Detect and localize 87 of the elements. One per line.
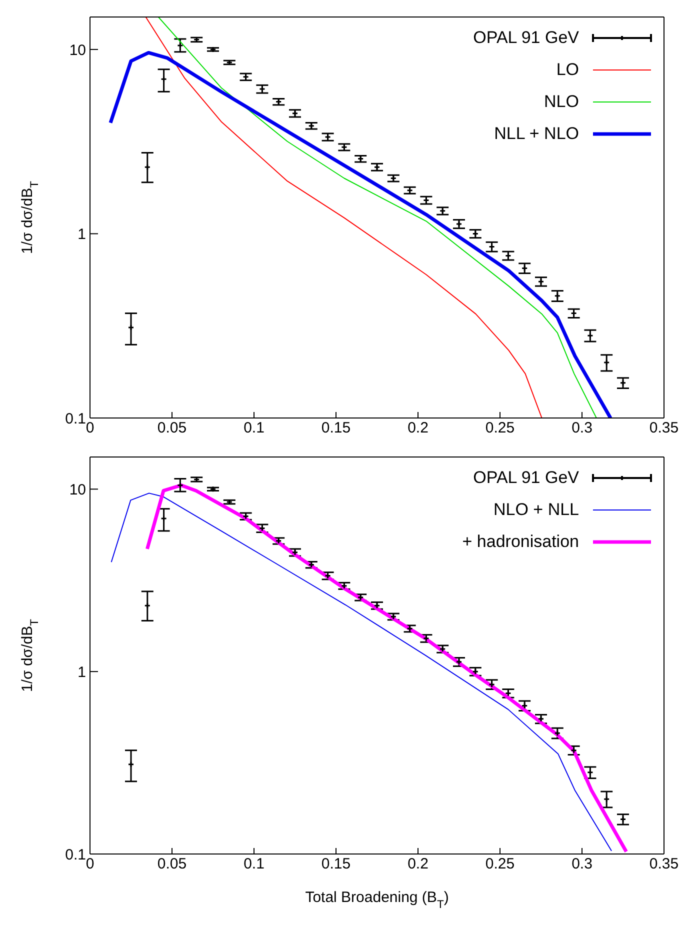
point — [374, 164, 380, 170]
point — [488, 243, 496, 250]
point — [586, 332, 594, 339]
y-tick-label: 1 — [78, 226, 86, 244]
x-tick-label: 0.35 — [649, 420, 679, 437]
y-tick-label: 10 — [69, 481, 86, 498]
point — [210, 486, 216, 492]
legend-label: NLL + NLO — [494, 124, 579, 144]
point — [603, 359, 610, 366]
x-axis-title: Total Broadening (B$_{T}$) — [305, 889, 449, 911]
point — [554, 730, 561, 736]
point — [242, 74, 250, 80]
point — [439, 208, 446, 214]
point — [324, 134, 332, 140]
point — [603, 796, 610, 802]
legend-label: NLO — [544, 92, 579, 112]
point — [176, 42, 184, 49]
point — [210, 46, 216, 53]
x-tick-label: 0 — [86, 420, 94, 437]
x-tick-label: 0.3 — [572, 420, 592, 437]
point — [521, 702, 528, 709]
x-tick-label: 0 — [86, 856, 94, 873]
x-tick-label: 0.05 — [157, 856, 187, 873]
x-tick-label: 0.1 — [244, 856, 264, 873]
x-tick-label: 0.2 — [408, 420, 428, 437]
point — [390, 613, 397, 620]
point — [258, 525, 266, 532]
point — [390, 175, 397, 182]
point — [357, 156, 364, 162]
legend-label: OPAL 91 GeV — [473, 468, 579, 488]
point — [160, 515, 168, 522]
point — [488, 681, 496, 688]
point — [570, 747, 578, 754]
point — [538, 278, 544, 285]
point — [504, 690, 512, 697]
point — [258, 86, 266, 92]
y-tick-label: 10 — [69, 42, 86, 59]
point — [570, 310, 578, 317]
point — [357, 594, 364, 601]
x-tick-label: 0.25 — [485, 856, 515, 873]
point — [292, 549, 298, 556]
point — [620, 816, 626, 823]
point — [374, 602, 380, 609]
point — [439, 646, 446, 652]
point — [554, 292, 561, 300]
legend-label: LO — [556, 60, 579, 80]
point — [292, 110, 298, 117]
x-tick-label: 0.15 — [321, 856, 351, 873]
point — [456, 658, 462, 666]
point — [422, 196, 430, 204]
legend-label: OPAL 91 GeV — [473, 28, 579, 48]
line-series — [108, 50, 612, 418]
point — [406, 625, 414, 632]
x-tick-label: 0.05 — [157, 420, 187, 437]
point — [504, 252, 512, 259]
point — [176, 482, 184, 489]
point — [308, 122, 315, 130]
point — [472, 668, 479, 675]
point — [620, 380, 626, 386]
point — [406, 187, 414, 194]
point — [586, 769, 594, 776]
point — [422, 635, 430, 642]
point — [308, 562, 315, 568]
point — [472, 230, 479, 237]
x-tick-label: 0.3 — [572, 856, 592, 873]
x-tick-label: 0.35 — [649, 856, 679, 873]
point — [275, 98, 282, 106]
legend-label: + hadronisation — [462, 532, 579, 552]
point — [144, 602, 151, 609]
x-tick-label: 0.25 — [485, 420, 515, 437]
point — [128, 761, 134, 768]
x-tick-label: 0.1 — [244, 420, 264, 437]
x-tick-label: 0.2 — [408, 856, 428, 873]
point — [160, 76, 168, 82]
point — [538, 716, 544, 722]
y-tick-label: 1 — [78, 664, 86, 681]
point — [340, 582, 348, 590]
point — [144, 164, 151, 170]
point — [242, 513, 250, 520]
point — [324, 572, 332, 580]
point — [521, 264, 528, 272]
point — [340, 144, 348, 150]
legend-label: NLO + NLL — [493, 500, 579, 520]
point — [275, 538, 282, 544]
point — [128, 324, 134, 331]
point — [456, 220, 462, 228]
x-tick-label: 0.15 — [321, 420, 351, 437]
